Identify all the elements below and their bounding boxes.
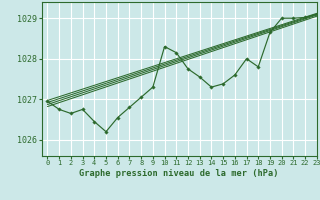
X-axis label: Graphe pression niveau de la mer (hPa): Graphe pression niveau de la mer (hPa) <box>79 169 279 178</box>
